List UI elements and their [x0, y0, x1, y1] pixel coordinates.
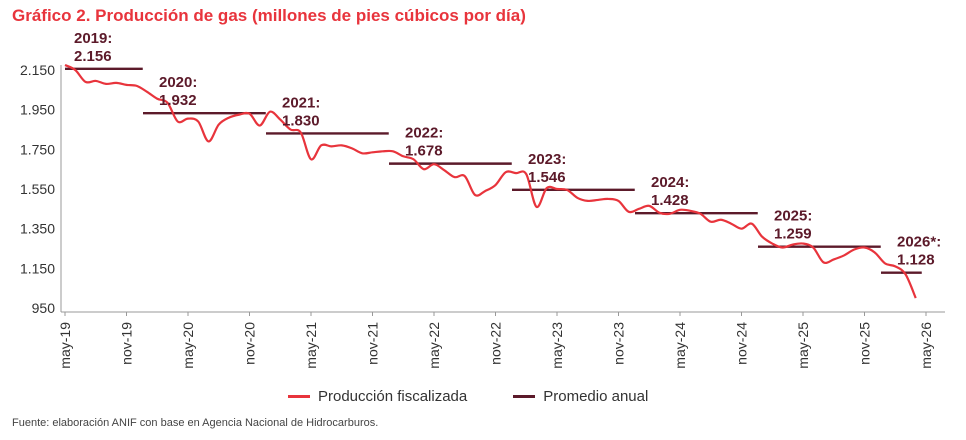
x-tick-label: may-20 — [180, 322, 196, 369]
annual-average-labels: 2019:2.156 2020:1.932 2021:1.830 2022:1.678… — [74, 30, 941, 269]
annual-average-value-label: 1.128 — [897, 252, 935, 269]
y-tick-label: 1.550 — [20, 181, 55, 197]
annual-average-value-label: 1.678 — [405, 143, 443, 160]
legend-label-average: Promedio anual — [543, 388, 649, 405]
annual-average-value-label: 2.156 — [74, 48, 112, 65]
production-line — [64, 64, 917, 299]
x-tick-label: nov-25 — [857, 322, 873, 365]
x-tick-label: may-24 — [672, 322, 688, 369]
annual-average-year-label: 2020: — [159, 74, 197, 91]
y-tick-label: 1.950 — [20, 102, 55, 118]
legend-swatch-production — [288, 395, 310, 398]
annual-average-value-label: 1.546 — [528, 169, 566, 186]
x-tick-label: nov-21 — [365, 322, 381, 365]
x-tick-label: may-22 — [426, 322, 442, 369]
production-series-line — [64, 64, 917, 299]
x-tick-label: may-25 — [795, 322, 811, 369]
legend-swatch-average — [513, 395, 536, 398]
source-note: Fuente: elaboración ANIF con base en Age… — [12, 417, 379, 429]
y-tick-label: 1.150 — [20, 260, 55, 276]
annual-average-value-label: 1.830 — [282, 112, 320, 129]
legend: Producción fiscalizada Promedio anual — [288, 388, 694, 405]
y-tick-label: 950 — [32, 300, 56, 316]
annual-average-year-label: 2025: — [774, 208, 812, 225]
legend-item-production: Producción fiscalizada — [288, 388, 467, 405]
x-tick-label: may-19 — [57, 322, 73, 369]
x-tick-label: may-21 — [303, 322, 319, 369]
x-tick-label: nov-22 — [488, 322, 504, 365]
x-tick-label: nov-23 — [611, 322, 627, 365]
legend-label-production: Producción fiscalizada — [318, 388, 468, 405]
annual-average-year-label: 2023: — [528, 151, 566, 168]
annual-average-year-label: 2024: — [651, 174, 689, 191]
annual-average-year-label: 2022: — [405, 125, 443, 142]
annual-average-year-label: 2019: — [74, 30, 112, 47]
y-tick-label: 2.150 — [20, 62, 55, 78]
y-tick-label: 1.350 — [20, 221, 55, 237]
legend-item-average: Promedio anual — [513, 388, 648, 405]
annual-average-lines — [65, 67, 922, 274]
x-tick-label: nov-20 — [242, 322, 258, 365]
axes: 950 1.150 1.350 1.550 1.750 1.950 2.150 may-19 n… — [20, 62, 945, 369]
x-tick-label: nov-19 — [119, 322, 135, 365]
annual-average-value-label: 1.259 — [774, 226, 812, 243]
x-tick-label: may-26 — [918, 322, 934, 369]
annual-average-year-label: 2021: — [282, 94, 320, 111]
chart-title: Gráfico 2. Producción de gas (millones d… — [12, 6, 526, 25]
annual-average-year-label: 2026*: — [897, 234, 941, 251]
annual-average-value-label: 1.428 — [651, 192, 689, 209]
x-tick-label: nov-24 — [734, 322, 750, 365]
annual-average-value-label: 1.932 — [159, 92, 197, 109]
y-tick-label: 1.750 — [20, 141, 55, 157]
x-tick-label: may-23 — [549, 322, 565, 369]
